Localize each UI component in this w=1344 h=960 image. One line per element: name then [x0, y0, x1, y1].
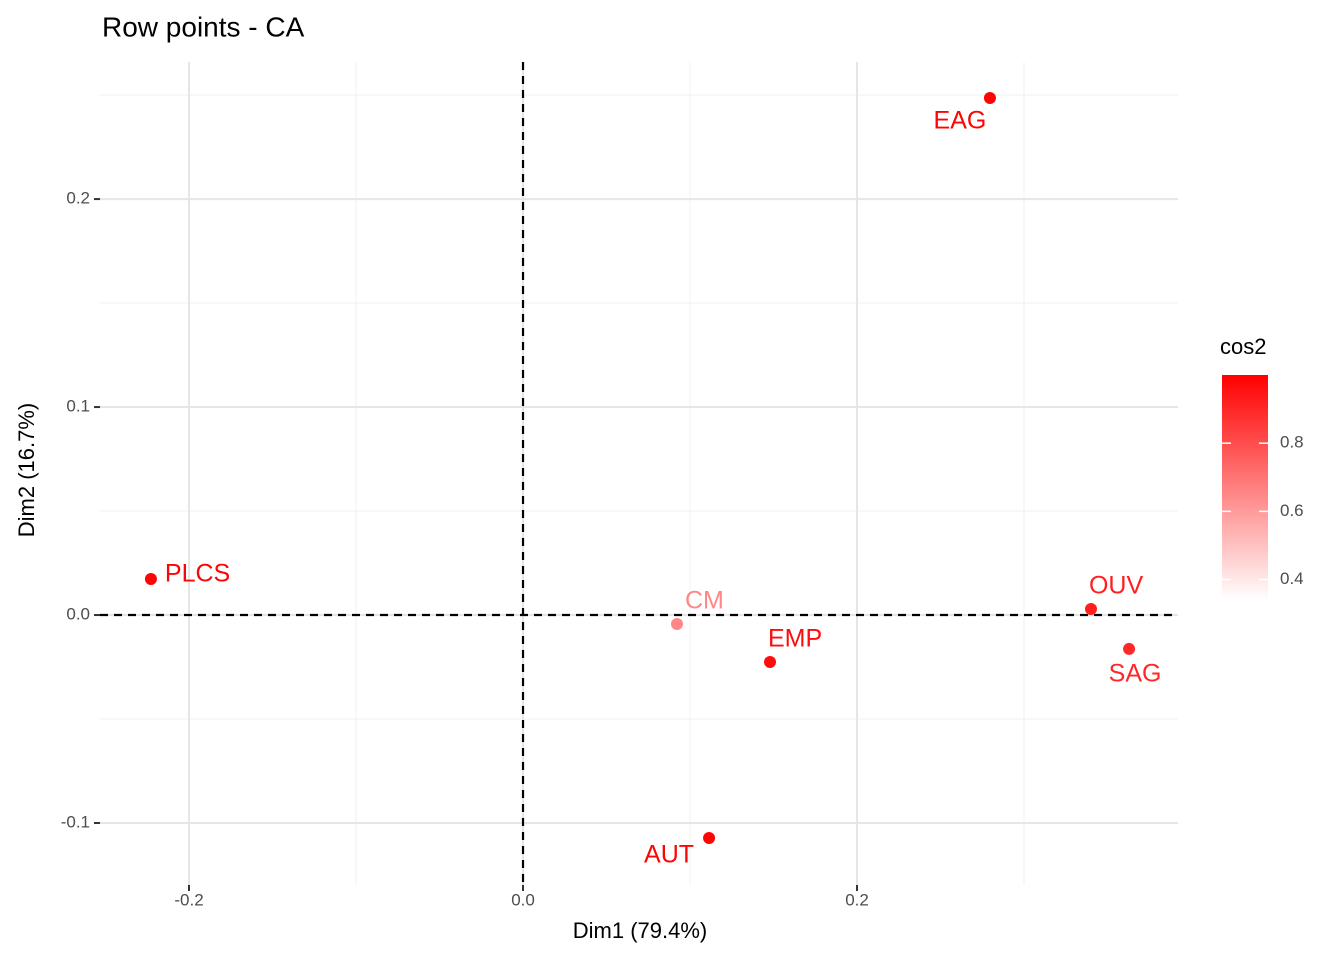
- x-tick-label: 0.0: [511, 890, 535, 909]
- point-label: CM: [685, 587, 724, 615]
- y-axis-label: Dim2 (16.7%): [14, 403, 39, 537]
- legend-title: cos2: [1220, 334, 1266, 359]
- legend-tick-label: 0.4: [1280, 569, 1304, 588]
- y-tick-label: 0.2: [66, 189, 90, 208]
- color-bar: [1222, 375, 1268, 600]
- point-label: OUV: [1089, 572, 1144, 600]
- chart-title: Row points - CA: [102, 11, 305, 42]
- x-tick-label: 0.2: [845, 890, 869, 909]
- point-label: PLCS: [165, 560, 230, 588]
- legend-tick-label: 0.6: [1280, 501, 1304, 520]
- point: [1084, 603, 1097, 616]
- point-label: EAG: [934, 107, 987, 135]
- point-label: SAG: [1109, 660, 1162, 688]
- y-tick-label: -0.1: [61, 813, 90, 832]
- point: [144, 573, 157, 586]
- x-tick-label: -0.2: [174, 890, 203, 909]
- point: [1123, 642, 1136, 655]
- point-label: EMP: [768, 625, 822, 653]
- point: [983, 91, 996, 104]
- legend-tick-label: 0.8: [1280, 433, 1304, 452]
- y-tick-label: 0.0: [66, 605, 90, 624]
- point: [703, 831, 716, 844]
- point-label: AUT: [644, 841, 694, 869]
- point: [764, 656, 777, 669]
- x-axis-label: Dim1 (79.4%): [573, 918, 707, 943]
- point: [670, 617, 683, 630]
- y-tick-label: 0.1: [66, 397, 90, 416]
